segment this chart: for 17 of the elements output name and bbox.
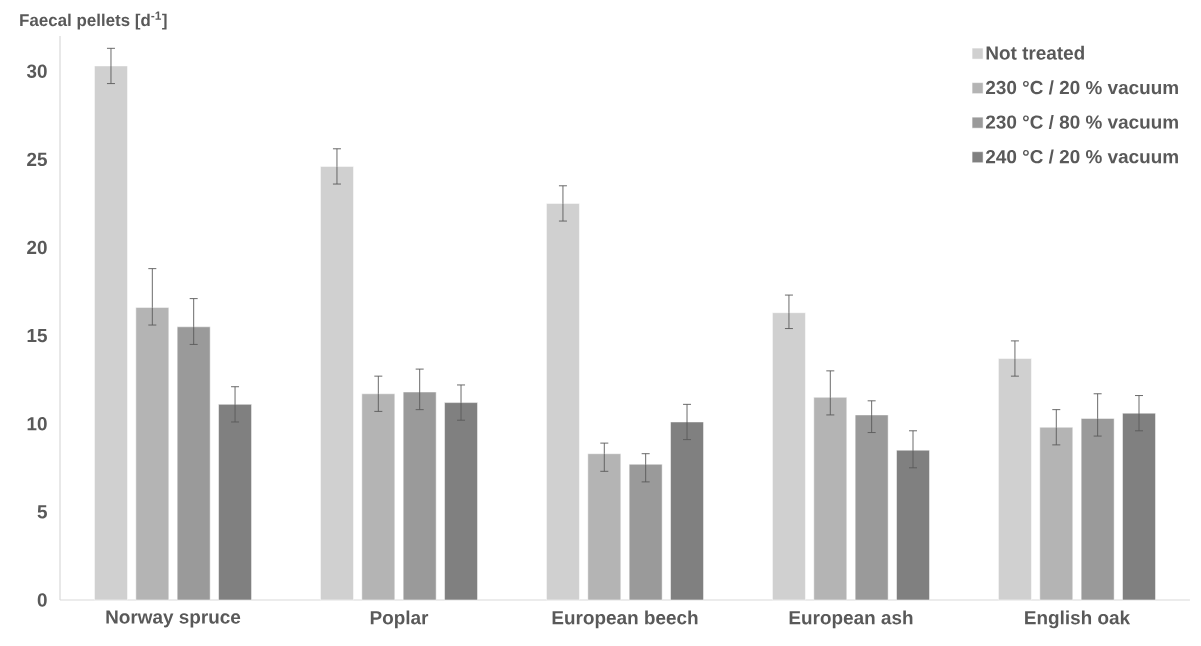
x-tick-label: English oak [1025,610,1131,629]
x-tick-label: Norway spruce [106,610,241,628]
legend-label: Not treated [986,45,1084,60]
y-tick-label: 5 [37,505,47,519]
x-tick-label: European beech [552,610,698,629]
legend-label: 230 °C / 80 % vacuum [985,114,1178,129]
y-axis-title: Faecal pellets [d$^{-1}$] [20,11,167,30]
y-tick-label: 10 [27,417,47,431]
y-tick-label: 25 [27,152,47,167]
y-tick-label: 0 [37,593,47,607]
x-tick-label: Poplar [370,610,429,629]
y-tick-label: 20 [27,240,47,255]
y-tick-label: 30 [26,64,47,78]
legend-label: 240 °C / 20 % vacuum [985,149,1178,164]
legend-label: 230 °C / 20 % vacuum [985,80,1178,95]
x-tick-label: European ash [789,610,913,629]
y-tick-label: 15 [27,329,47,343]
